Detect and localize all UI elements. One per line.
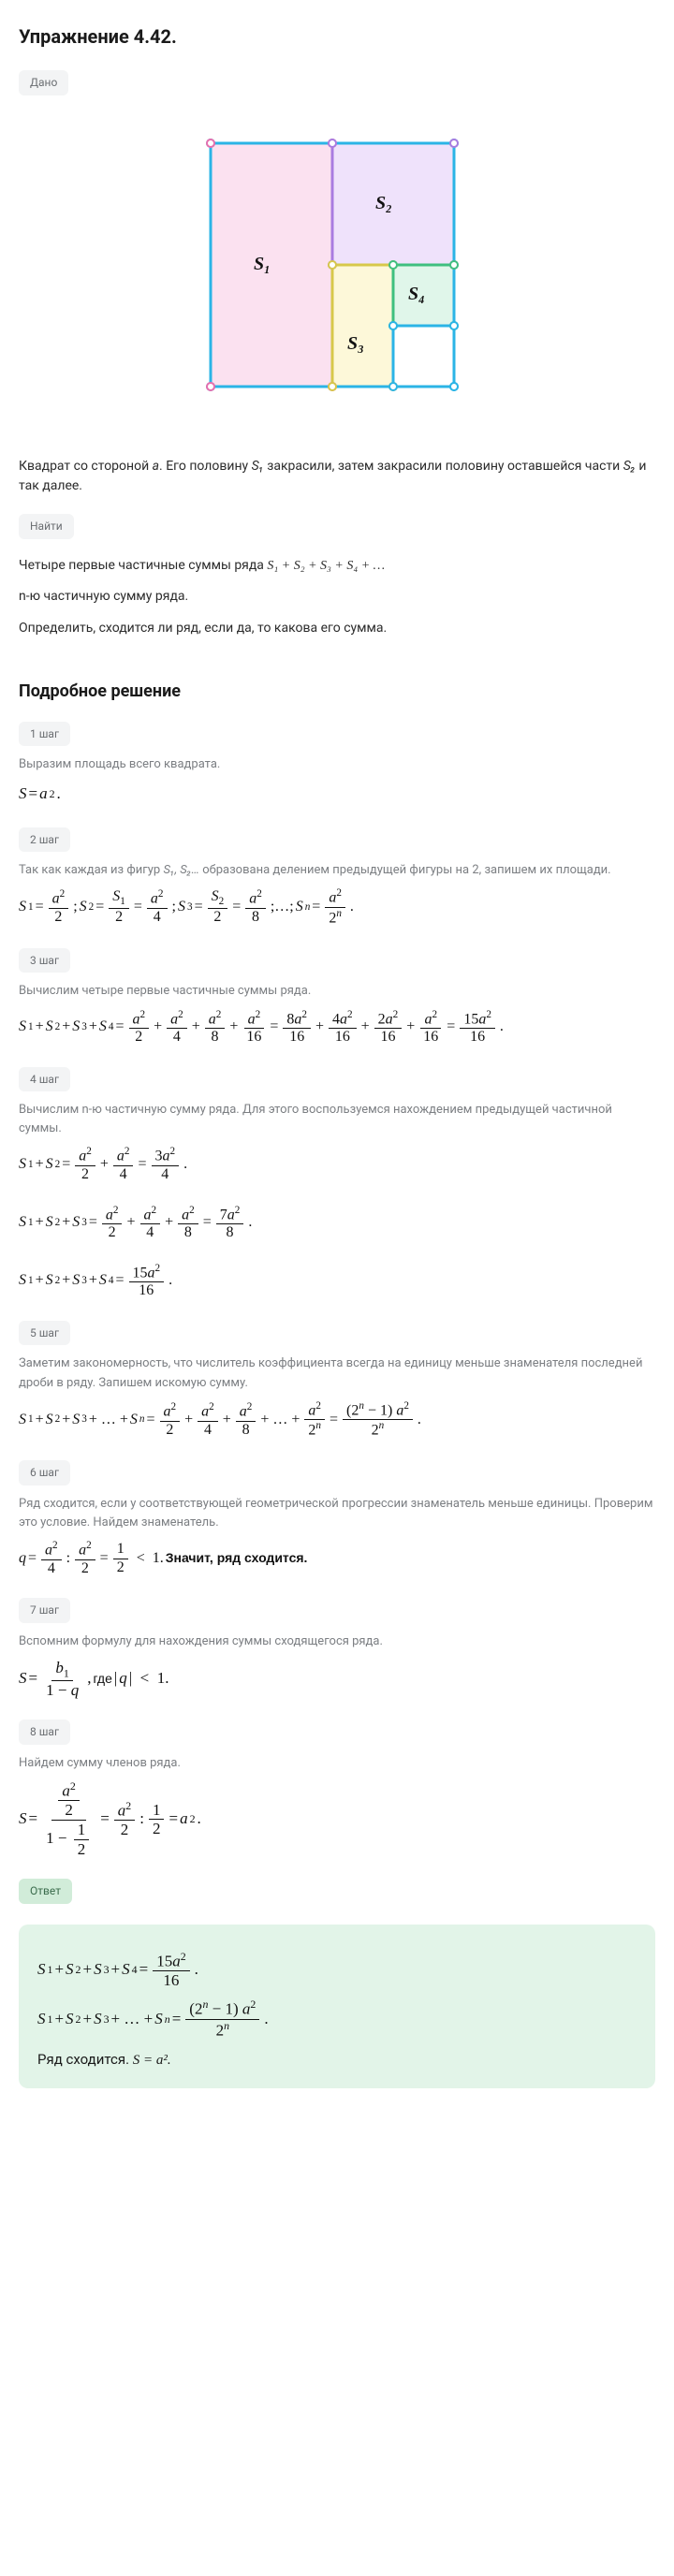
svg-text:S₁: S₁ bbox=[254, 254, 271, 274]
answer-line-2: S1 + S2 + S3 + … + Sn = (2n − 1) a22n. bbox=[37, 1998, 637, 2039]
problem-statement: Квадрат со стороной a. Его половину S₁ з… bbox=[19, 457, 655, 497]
given-badge: Дано bbox=[19, 70, 68, 95]
step1-note: Выразим площадь всего квадрата. bbox=[19, 755, 655, 774]
step3-badge: 3 шаг bbox=[19, 948, 70, 973]
exercise-title: Упражнение 4.42. bbox=[19, 22, 655, 51]
step4-formula-1: S1 + S2 = a22 + a24 = 3a24. bbox=[19, 1146, 655, 1183]
step2-note: Так как каждая из фигур S₁, S₂… образова… bbox=[19, 861, 655, 880]
step8-note: Найдем сумму членов ряда. bbox=[19, 1754, 655, 1773]
step5-formula: S1 + S2 + S3 + … + Sn = a22 + a24 + a28 … bbox=[19, 1400, 655, 1440]
step8-formula: S = a22 1 − 12 = a22 : 12 = a2. bbox=[19, 1780, 655, 1858]
svg-text:S₂: S₂ bbox=[375, 193, 392, 213]
answer-box: S1 + S2 + S3 + S4 = 15a216. S1 + S2 + S3… bbox=[19, 1925, 655, 2088]
svg-text:S₄: S₄ bbox=[408, 284, 425, 304]
step8-badge: 8 шаг bbox=[19, 1720, 70, 1745]
figure-container: S₁ S₂ S₃ S₄ bbox=[19, 129, 655, 401]
answer-line-3: Ряд сходится. S = a². bbox=[37, 2049, 637, 2071]
step2-badge: 2 шаг bbox=[19, 827, 70, 853]
squares-figure: S₁ S₂ S₃ S₄ bbox=[183, 129, 491, 401]
step5-badge: 5 шаг bbox=[19, 1321, 70, 1346]
step6-formula: q = a24 : a22 = 12 < 1. Значит, ряд сход… bbox=[19, 1540, 655, 1577]
answer-badge: Ответ bbox=[19, 1879, 72, 1904]
step4-formula-2: S1 + S2 + S3 = a22 + a24 + a28 = 7a28. bbox=[19, 1205, 655, 1242]
step7-note: Вспомним формулу для нахождения суммы сх… bbox=[19, 1632, 655, 1651]
step7-badge: 7 шаг bbox=[19, 1598, 70, 1623]
step1-badge: 1 шаг bbox=[19, 722, 70, 747]
step3-note: Вычислим четыре первые частичные суммы р… bbox=[19, 982, 655, 1001]
step7-formula: S = b11 − q, где |q| < 1. bbox=[19, 1659, 655, 1700]
answer-line-1: S1 + S2 + S3 + S4 = 15a216. bbox=[37, 1951, 637, 1990]
svg-text:S₃: S₃ bbox=[347, 333, 364, 354]
step1-formula: S = a2. bbox=[19, 782, 655, 806]
step6-badge: 6 шаг bbox=[19, 1460, 70, 1486]
find-badge: Найти bbox=[19, 514, 74, 539]
step4-badge: 4 шаг bbox=[19, 1067, 70, 1092]
step3-formula: S1 + S2 + S3 + S4 = a22 + a24 + a28 + a2… bbox=[19, 1009, 655, 1046]
step6-note: Ряд сходится, если у соответствующей гео… bbox=[19, 1495, 655, 1532]
step2-formula: S1 = a22; S2 = S12 = a24; S3 = S22 = a28… bbox=[19, 887, 655, 927]
step5-note: Заметим закономерность, что числитель ко… bbox=[19, 1354, 655, 1392]
step4-formula-3: S1 + S2 + S3 + S4 = 15a216. bbox=[19, 1263, 655, 1300]
find-block: Четыре первые частичные суммы ряда S₁ + … bbox=[19, 556, 655, 639]
step4-note: Вычислим n-ю частичную сумму ряда. Для э… bbox=[19, 1101, 655, 1138]
solution-heading: Подробное решение bbox=[19, 679, 655, 705]
